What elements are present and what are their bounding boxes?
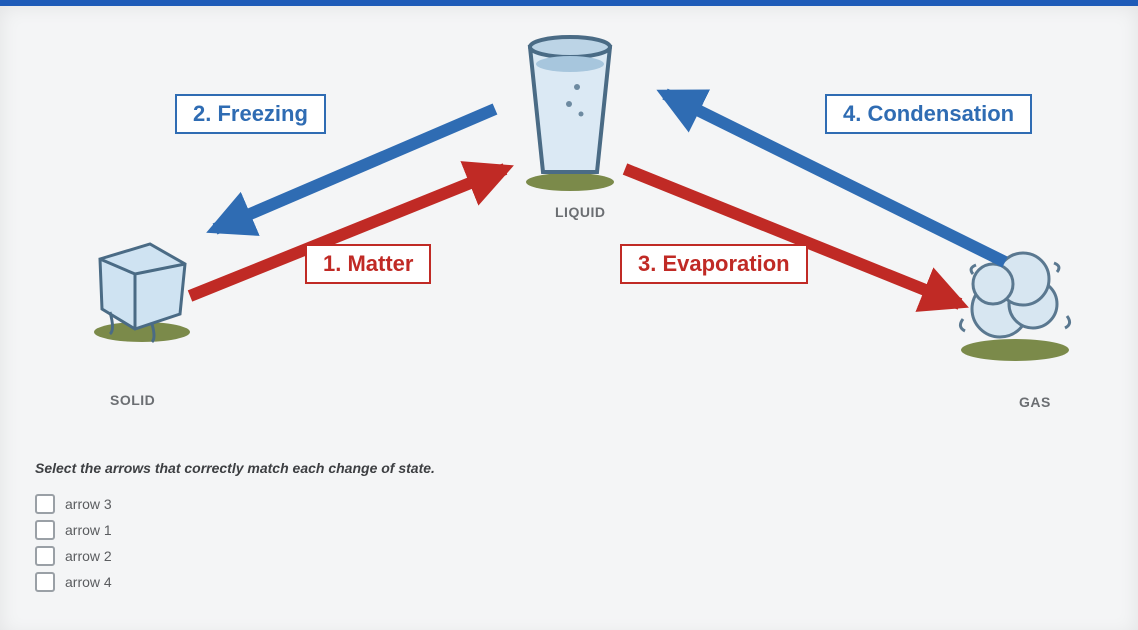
page: 2. Freezing 4. Condensation 1. Matter 3.…	[0, 0, 1138, 630]
glass-icon	[515, 32, 625, 192]
box-matter: 1. Matter	[305, 244, 431, 284]
option-label: arrow 3	[65, 496, 112, 512]
option-row[interactable]: arrow 1	[35, 520, 112, 540]
ice-icon	[80, 214, 200, 344]
checkbox-icon[interactable]	[35, 494, 55, 514]
box-freezing: 2. Freezing	[175, 94, 326, 134]
option-row[interactable]: arrow 3	[35, 494, 112, 514]
label-gas: GAS	[1019, 394, 1051, 410]
cloud-icon	[945, 224, 1085, 364]
option-label: arrow 4	[65, 574, 112, 590]
box-evaporation: 3. Evaporation	[620, 244, 808, 284]
checkbox-icon[interactable]	[35, 520, 55, 540]
option-label: arrow 2	[65, 548, 112, 564]
label-liquid: LIQUID	[555, 204, 605, 220]
option-label: arrow 1	[65, 522, 112, 538]
box-condensation: 4. Condensation	[825, 94, 1032, 134]
checkbox-icon[interactable]	[35, 546, 55, 566]
option-row[interactable]: arrow 4	[35, 572, 112, 592]
topbar	[0, 0, 1138, 6]
option-row[interactable]: arrow 2	[35, 546, 112, 566]
answer-options: arrow 3 arrow 1 arrow 2 arrow 4	[35, 488, 112, 598]
checkbox-icon[interactable]	[35, 572, 55, 592]
label-solid: SOLID	[110, 392, 155, 408]
diagram-stage: 2. Freezing 4. Condensation 1. Matter 3.…	[25, 14, 1113, 630]
question-prompt: Select the arrows that correctly match e…	[35, 460, 435, 476]
